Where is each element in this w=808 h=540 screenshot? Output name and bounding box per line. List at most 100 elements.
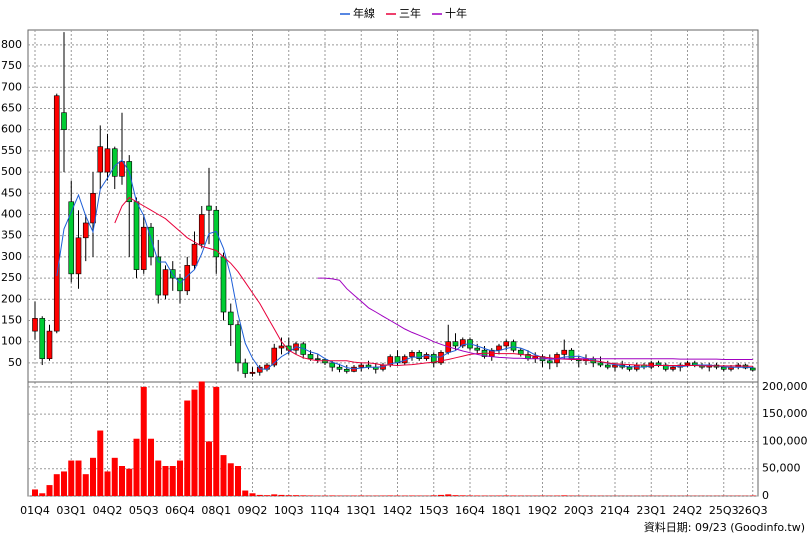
volume-bar bbox=[242, 490, 249, 496]
candle-body bbox=[278, 345, 285, 349]
x-tick-label: 01Q4 bbox=[20, 504, 50, 517]
volume-bar bbox=[97, 430, 104, 496]
volume-bar bbox=[119, 466, 125, 496]
y-tick-label: 650 bbox=[1, 101, 22, 114]
candle-body bbox=[148, 226, 154, 258]
candle-body bbox=[459, 339, 466, 347]
volume-bar bbox=[32, 489, 38, 496]
x-tick-label: 26Q3 bbox=[738, 504, 768, 517]
volume-bar bbox=[111, 457, 118, 496]
y-tick-label: 400 bbox=[1, 207, 22, 220]
candle-body bbox=[126, 161, 133, 203]
candle-body bbox=[568, 349, 575, 359]
candle-body bbox=[423, 354, 430, 359]
x-tick-label: 04Q2 bbox=[93, 504, 123, 517]
volume-bar bbox=[430, 495, 437, 496]
y-tick-label: 50 bbox=[8, 356, 22, 369]
volume-bar bbox=[148, 438, 154, 496]
candle-body bbox=[90, 192, 96, 224]
y2-tick-label: 50,000 bbox=[762, 462, 801, 475]
candle-body bbox=[68, 201, 75, 275]
candle-body bbox=[684, 362, 691, 366]
candle-body bbox=[329, 362, 336, 368]
candle-body bbox=[82, 222, 89, 239]
candle-body bbox=[220, 256, 227, 313]
candle-body bbox=[474, 347, 481, 351]
x-tick-label: 19Q2 bbox=[528, 504, 558, 517]
candle-body bbox=[452, 341, 459, 347]
volume-bar bbox=[503, 495, 510, 496]
volume-bar bbox=[104, 471, 111, 496]
candle-body bbox=[307, 354, 314, 359]
volume-bar bbox=[467, 495, 473, 496]
volume-bar bbox=[162, 466, 169, 496]
y-tick-label: 550 bbox=[1, 144, 22, 157]
y-tick-label: 100 bbox=[1, 335, 22, 348]
candle-body bbox=[510, 341, 517, 351]
candle-body bbox=[235, 324, 241, 364]
candle-body bbox=[75, 237, 82, 275]
candle-body bbox=[53, 95, 60, 332]
candle-body bbox=[97, 146, 104, 173]
ma-line bbox=[56, 159, 753, 370]
candle-body bbox=[206, 205, 212, 211]
candle-body bbox=[249, 371, 256, 374]
candle-body bbox=[32, 318, 38, 332]
y-tick-label: 200 bbox=[1, 292, 22, 305]
volume-bar bbox=[387, 495, 394, 496]
source-note: 資料日期: 09/23 (Goodinfo.tw) bbox=[644, 520, 805, 534]
y-tick-label: 250 bbox=[1, 271, 22, 284]
x-tick-label: 20Q3 bbox=[564, 504, 594, 517]
x-tick-label: 10Q3 bbox=[274, 504, 304, 517]
y-tick-label: 450 bbox=[1, 186, 22, 199]
x-tick-label: 25Q3 bbox=[709, 504, 739, 517]
volume-bar bbox=[39, 493, 46, 496]
candle-body bbox=[133, 201, 140, 270]
y-tick-label: 300 bbox=[1, 250, 22, 263]
y-tick-label: 600 bbox=[1, 123, 22, 136]
x-tick-label: 16Q4 bbox=[455, 504, 485, 517]
x-tick-label: 21Q4 bbox=[600, 504, 630, 517]
candle-body bbox=[670, 366, 676, 370]
volume-bar bbox=[300, 495, 307, 496]
x-tick-label: 24Q2 bbox=[673, 504, 703, 517]
y-tick-label: 350 bbox=[1, 229, 22, 242]
volume-bar bbox=[293, 495, 299, 496]
volume-bar bbox=[191, 389, 198, 496]
candle-body bbox=[198, 214, 205, 245]
candle-body bbox=[503, 341, 510, 347]
candle-body bbox=[496, 345, 502, 351]
volume-bar bbox=[329, 495, 336, 496]
candle-body bbox=[111, 148, 118, 177]
volume-bar bbox=[256, 494, 263, 496]
volume-bar bbox=[235, 466, 241, 496]
y-tick-label: 750 bbox=[1, 59, 22, 72]
legend-label: 三年 bbox=[399, 6, 421, 20]
volume-bar bbox=[198, 381, 205, 496]
candle-body bbox=[749, 367, 756, 371]
volume-bar bbox=[271, 494, 278, 496]
ma-line bbox=[317, 277, 753, 360]
y2-tick-label: 150,000 bbox=[762, 407, 808, 420]
candle-body bbox=[104, 148, 111, 173]
volume-bar bbox=[206, 441, 212, 496]
volume-bar bbox=[75, 460, 82, 496]
volume-bar bbox=[445, 494, 452, 496]
x-tick-label: 09Q2 bbox=[238, 504, 268, 517]
candle-body bbox=[177, 277, 183, 292]
legend-label: 年線 bbox=[353, 6, 375, 20]
candle-body bbox=[140, 226, 147, 270]
x-tick-label: 06Q4 bbox=[165, 504, 195, 517]
volume-bar bbox=[169, 466, 176, 496]
candle-body bbox=[597, 362, 604, 366]
candle-body bbox=[271, 347, 278, 366]
x-tick-label: 23Q1 bbox=[636, 504, 666, 517]
volume-bar bbox=[68, 460, 75, 496]
volume-bar bbox=[90, 457, 96, 496]
candle-body bbox=[438, 352, 444, 364]
x-tick-label: 03Q1 bbox=[56, 504, 86, 517]
candle-body bbox=[546, 360, 553, 364]
x-tick-label: 08Q1 bbox=[201, 504, 231, 517]
x-tick-label: 11Q4 bbox=[310, 504, 340, 517]
volume-bar bbox=[220, 455, 227, 496]
